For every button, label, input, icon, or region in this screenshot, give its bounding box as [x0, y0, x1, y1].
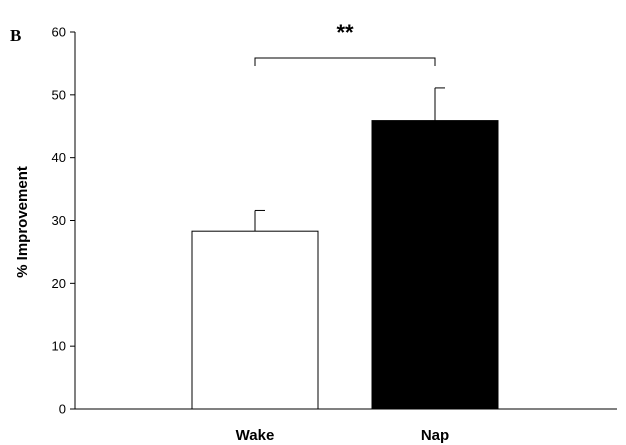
category-labels: Wake Nap: [236, 427, 449, 444]
category-label-wake: Wake: [236, 427, 275, 444]
bar-nap: [371, 120, 499, 410]
significance-label: **: [336, 20, 354, 45]
bar-wake: [191, 230, 319, 410]
y-ticks: 0 10 20 30 40 50 60: [52, 25, 75, 417]
bars: [191, 120, 499, 410]
error-bars: [254, 87, 445, 232]
y-tick-label: 10: [52, 339, 66, 354]
significance-bracket: [254, 57, 436, 66]
y-tick-label: 20: [52, 276, 66, 291]
y-tick-label: 0: [59, 402, 66, 417]
y-tick-label: 50: [52, 87, 66, 102]
y-tick-label: 40: [52, 150, 66, 165]
y-tick-label: 30: [52, 213, 66, 228]
category-label-nap: Nap: [421, 427, 449, 444]
y-tick-label: 60: [52, 25, 66, 40]
panel-letter: B: [10, 26, 21, 45]
y-axis-label: % Improvement: [14, 166, 31, 278]
